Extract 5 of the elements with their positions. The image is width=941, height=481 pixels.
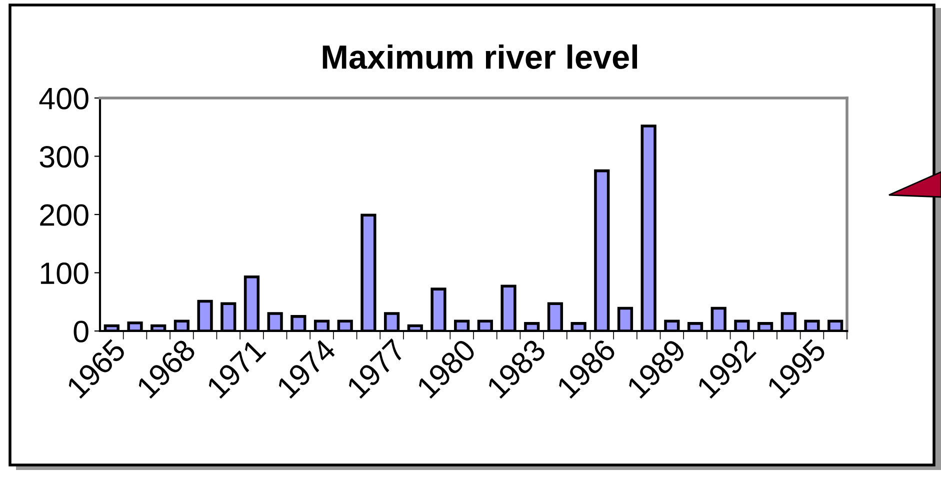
chart-title: Maximum river level [322,44,637,69]
y-tick-label: 200 [40,204,88,226]
y-tick-label: 300 [40,146,88,168]
y-tick-label: 400 [39,88,88,110]
y-tick-label: 100 [40,262,88,284]
